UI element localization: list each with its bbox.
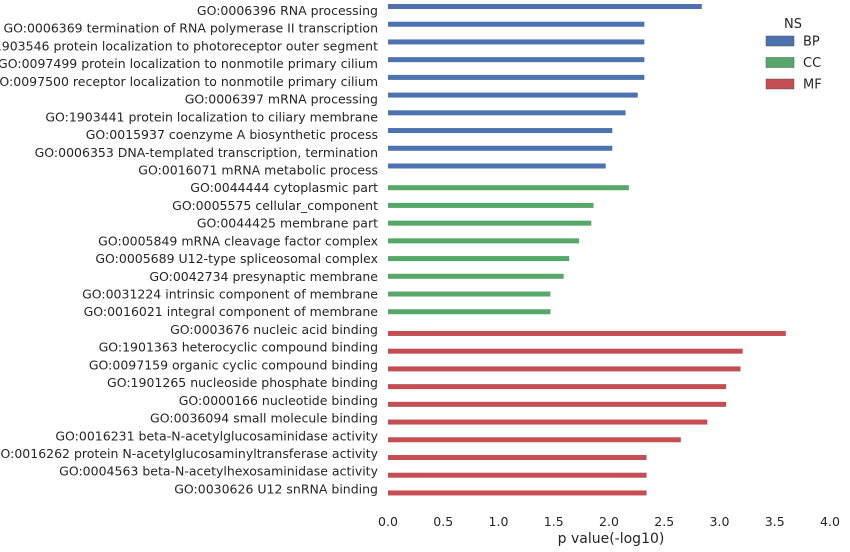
x-tick-label: 3.0	[710, 514, 730, 529]
category-label: GO:0005575 cellular_component	[172, 198, 378, 213]
category-label: GO:1903441 protein localization to cilia…	[45, 109, 378, 124]
x-tick-label: 0.5	[433, 514, 453, 529]
bar-go-1901363	[388, 348, 743, 354]
x-tick-label: 3.5	[765, 514, 785, 529]
category-label: GO:0006353 DNA-templated transcription, …	[35, 145, 378, 160]
bars-layer	[388, 4, 786, 496]
x-tick-label: 1.5	[544, 514, 564, 529]
category-label: GO:0016262 protein N-acetylglucosaminylt…	[0, 446, 379, 461]
x-tick-label: 2.0	[599, 514, 619, 529]
bar-go-0005575	[388, 202, 594, 208]
bar-go-0016071	[388, 163, 606, 169]
category-labels: GO:0006396 RNA processing GO:0006369 term…	[0, 3, 379, 496]
category-label: GO:1903546 protein localization to photo…	[0, 38, 378, 53]
category-label: GO:0016071 mRNA metabolic process	[138, 162, 378, 177]
bar-go-0015937	[388, 128, 613, 134]
x-tick-label: 1.0	[489, 514, 509, 529]
x-axis-label: p value(-log10)	[558, 531, 665, 547]
bar-go-1903546	[388, 39, 645, 45]
bar-go-0003676	[388, 330, 786, 336]
bar-go-1903441	[388, 110, 626, 116]
bar-go-0006397	[388, 92, 638, 98]
category-label: GO:0004563 beta-N-acetylhexosaminidase a…	[59, 464, 378, 479]
bar-go-0036094	[388, 419, 708, 425]
bar-go-0005689	[388, 256, 570, 262]
x-tick-label: 2.5	[654, 514, 674, 529]
bar-go-0016021	[388, 309, 551, 315]
bar-go-0004563	[388, 472, 647, 478]
category-label: GO:0006396 RNA processing	[197, 3, 378, 18]
bar-go-0016231	[388, 437, 681, 443]
x-tick-label: 0.0	[378, 514, 398, 529]
bar-go-0097499	[388, 57, 645, 63]
category-label: GO:0044425 membrane part	[197, 216, 378, 231]
category-label: GO:0044444 cytoplasmic part	[190, 180, 378, 195]
x-axis-ticks: 0.0 0.5 1.0 1.5 2.0 2.5 3.0 3.5 4.0	[378, 514, 840, 529]
legend-label-cc: CC	[803, 56, 821, 71]
bar-go-0030626	[388, 490, 647, 496]
category-label: GO:0006397 mRNA processing	[185, 92, 378, 107]
bar-go-0097159	[388, 366, 741, 372]
bar-go-0006353	[388, 145, 613, 151]
legend-swatch-cc	[765, 57, 795, 68]
category-label: GO:0003676 nucleic acid binding	[170, 322, 378, 337]
category-label: GO:0016231 beta-N-acetylglucosaminidase …	[55, 428, 378, 443]
bar-go-0006369	[388, 21, 645, 27]
legend-title: NS	[784, 17, 802, 32]
bar-go-0016262	[388, 455, 647, 460]
category-label: GO:0016021 integral component of membran…	[84, 304, 379, 319]
legend-label-bp: BP	[803, 35, 820, 50]
category-label: GO:0097499 protein localization to nonmo…	[0, 56, 378, 71]
x-tick-label: 4.0	[820, 514, 840, 529]
bar-go-0044425	[388, 220, 592, 226]
category-label: GO:1901265 nucleoside phosphate binding	[107, 375, 378, 390]
bar-go-0000166	[388, 401, 727, 407]
legend-swatch-bp	[765, 35, 795, 47]
category-label: GO:0030626 U12 snRNA binding	[174, 481, 378, 496]
category-label: GO:0042734 presynaptic membrane	[149, 269, 378, 284]
bar-go-0005849	[388, 238, 580, 244]
legend-label-mf: MF	[803, 78, 822, 93]
bar-go-1901265	[388, 384, 727, 390]
bar-go-0097500	[388, 74, 645, 80]
bar-go-0042734	[388, 273, 564, 279]
category-label: GO:0031224 intrinsic component of membra…	[82, 287, 378, 302]
category-label: GO:0015937 coenzyme A biosynthetic proce…	[86, 127, 378, 142]
category-label: GO:0036094 small molecule binding	[150, 411, 378, 426]
legend: NS BP CC MF	[765, 17, 822, 93]
category-label: GO:1901363 heterocyclic compound binding	[99, 340, 378, 355]
category-label: GO:0005849 mRNA cleavage factor complex	[98, 233, 378, 248]
category-label: GO:0097500 receptor localization to nonm…	[0, 74, 378, 89]
legend-swatch-mf	[765, 78, 795, 90]
bar-go-0044444	[388, 185, 629, 191]
category-label: GO:0000166 nucleotide binding	[179, 393, 378, 408]
bar-go-0031224	[388, 291, 551, 297]
category-label: GO:0097159 organic cyclic compound bindi…	[89, 357, 378, 372]
category-label: GO:0005689 U12-type spliceosomal complex	[95, 251, 378, 266]
category-label: GO:0006369 termination of RNA polymerase…	[3, 21, 378, 36]
bar-go-0006396	[388, 4, 702, 9]
